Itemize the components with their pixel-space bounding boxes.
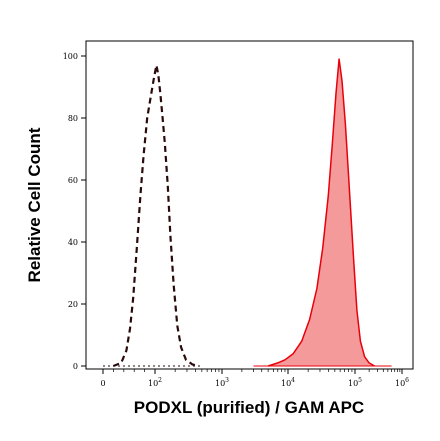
y-tick-label: 100	[63, 52, 78, 61]
y-tick-label: 0	[73, 362, 78, 371]
series-1-line	[267, 58, 375, 367]
y-tick-label: 60	[68, 176, 78, 185]
y-tick-label: 40	[68, 238, 78, 247]
y-axis-ticks: 0 20 40 60 80 100	[63, 52, 86, 371]
x-axis-ticks: 0 102 103 104 105 106	[100, 369, 409, 388]
y-tick-label: 80	[68, 114, 78, 123]
y-axis-label: Relative Cell Count	[25, 127, 44, 282]
series-1-fill	[268, 59, 375, 366]
x-tick-label: 0	[100, 379, 105, 388]
x-axis-label: PODXL (purified) / GAM APC	[134, 398, 364, 417]
series-0-line	[112, 64, 200, 368]
x-tick-label: 104	[281, 377, 295, 388]
plot-frame	[85, 40, 414, 370]
x-tick-label: 106	[395, 377, 409, 388]
x-tick-label: 102	[148, 377, 162, 388]
x-tick-label: 105	[348, 377, 362, 388]
series-layer	[103, 58, 392, 368]
x-tick-label: 103	[215, 377, 229, 388]
y-tick-label: 20	[68, 300, 78, 309]
